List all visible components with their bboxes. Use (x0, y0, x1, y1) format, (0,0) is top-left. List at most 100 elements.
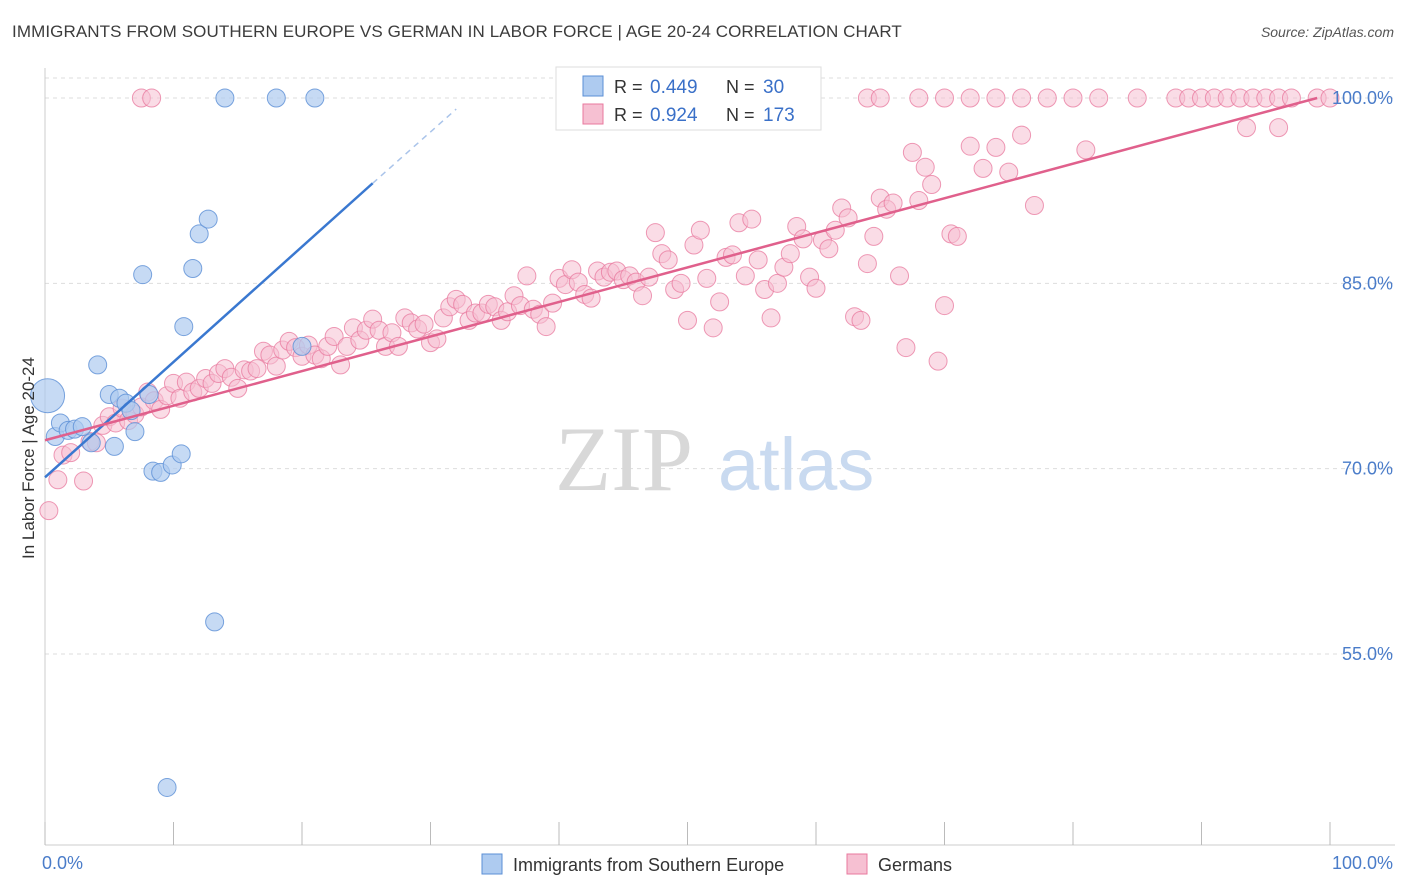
bottom-legend-label-germans: Germans (878, 855, 952, 875)
germans-point (1320, 88, 1340, 108)
legend-n-value: 173 (763, 105, 795, 126)
germans-point (870, 88, 890, 108)
legend-r-label: R = (614, 77, 643, 97)
immigrants-point (189, 224, 209, 244)
x-tick-labels: 0.0% 100.0% (42, 853, 1393, 873)
germans-point (767, 273, 787, 293)
germans-point (806, 278, 826, 298)
germans-point (857, 254, 877, 274)
immigrants-point (88, 355, 108, 375)
immigrants-point (292, 336, 312, 356)
germans-point (851, 310, 871, 330)
watermark-zip: ZIP (555, 408, 693, 510)
germans-point (864, 226, 884, 246)
immigrants-point (171, 444, 191, 464)
germans-point (896, 338, 916, 358)
germans-point (678, 310, 697, 330)
bottom-legend-label-immigrants: Immigrants from Southern Europe (513, 855, 784, 875)
germans-point (1269, 118, 1289, 138)
immigrants-point (104, 436, 124, 456)
germans-point (1089, 88, 1109, 108)
germans-point (902, 142, 922, 162)
germans-point (658, 250, 678, 270)
germans-point (761, 308, 781, 328)
germans-point (915, 157, 935, 177)
axes (44, 68, 1395, 846)
watermark: ZIP atlas (555, 408, 874, 510)
germans-point (819, 239, 839, 259)
germans-point (517, 266, 537, 286)
source-label: Source: ZipAtlas.com (1260, 24, 1394, 40)
germans-point (324, 326, 344, 346)
germans-point (742, 209, 762, 229)
immigrants-point (198, 209, 218, 229)
germans-point (1063, 88, 1083, 108)
immigrants-point (157, 777, 177, 797)
germans-point (748, 250, 768, 270)
immigrants-trend-line (44, 182, 374, 479)
germans-point (266, 356, 286, 376)
germans-point (1076, 140, 1096, 160)
x-tick-label-min: 0.0% (42, 853, 83, 873)
germans-point (39, 501, 59, 521)
immigrants-point (266, 88, 286, 108)
legend-r-value: 0.924 (650, 105, 698, 126)
immigrants-point (215, 88, 235, 108)
germans-point (780, 244, 800, 264)
germans-point (1012, 88, 1032, 108)
germans-point (536, 317, 556, 337)
legend-n-label: N = (726, 77, 755, 97)
germans-point (142, 88, 162, 108)
immigrants-point (30, 378, 66, 414)
legend-n-value: 30 (763, 77, 784, 98)
germans-point (247, 359, 267, 379)
germans-point (697, 268, 717, 288)
immigrants-points (30, 88, 325, 797)
germans-point (986, 137, 1006, 157)
germans-point (645, 223, 665, 243)
germans-point (1236, 118, 1256, 138)
germans-point (735, 266, 755, 286)
legend: R = 0.449 N = 30 R = 0.924 N = 173 (555, 66, 822, 131)
germans-point (671, 273, 691, 293)
germans-point (1024, 195, 1044, 215)
immigrants-point (183, 259, 203, 279)
bottom-legend-swatch-germans (846, 853, 868, 875)
germans-point (414, 314, 434, 334)
germans-point (633, 286, 653, 306)
x-tick-label-max: 100.0% (1332, 853, 1393, 873)
germans-point (890, 266, 910, 286)
legend-swatch (582, 75, 604, 97)
germans-point (1127, 88, 1147, 108)
legend-r-value: 0.449 (650, 77, 698, 98)
immigrants-point (125, 422, 145, 442)
germans-point (74, 471, 94, 491)
watermark-atlas: atlas (718, 423, 874, 506)
immigrants-point (305, 88, 325, 108)
germans-trend-line (44, 96, 1318, 442)
germans-point (973, 158, 993, 178)
bottom-legend: Immigrants from Southern Europe Germans (481, 853, 952, 875)
immigrants-point (133, 265, 153, 285)
germans-point (935, 296, 954, 316)
germans-point (1012, 125, 1032, 145)
legend-n-label: N = (726, 105, 755, 125)
y-tick-label: 70.0% (1342, 459, 1393, 479)
germans-point (922, 174, 942, 194)
germans-point (1037, 88, 1057, 108)
bottom-legend-swatch-immigrants (481, 853, 503, 875)
y-tick-label: 85.0% (1342, 273, 1393, 293)
immigrants-point (205, 612, 225, 632)
germans-point (710, 292, 730, 312)
germans-point (48, 470, 68, 490)
legend-r-label: R = (614, 105, 643, 125)
germans-point (703, 318, 723, 338)
germans-point (986, 88, 1006, 108)
legend-swatch (582, 103, 604, 125)
y-tick-labels: 55.0% 70.0% 85.0% 100.0% (1332, 88, 1393, 664)
immigrants-point (174, 317, 194, 337)
immigrants-trend-extension (372, 108, 457, 184)
germans-point (960, 88, 980, 108)
y-tick-label: 100.0% (1332, 88, 1393, 108)
